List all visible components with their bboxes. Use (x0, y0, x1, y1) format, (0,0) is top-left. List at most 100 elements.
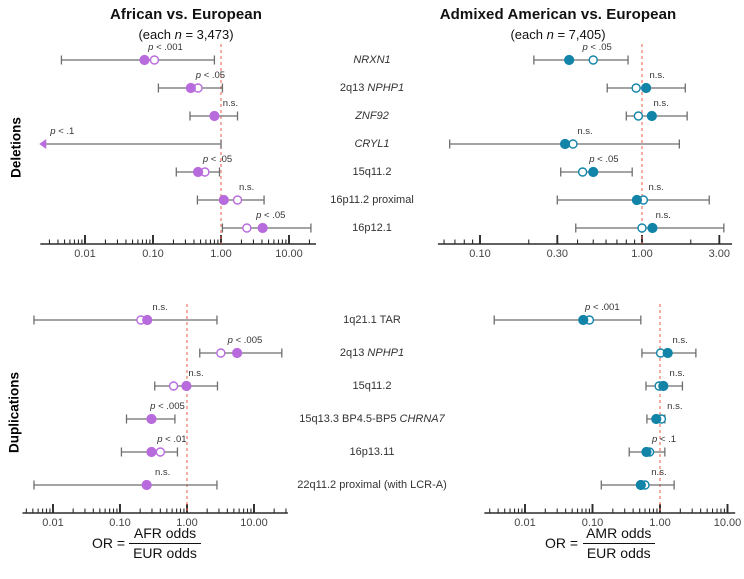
odds-ratio-marker-filled (232, 347, 243, 359)
odds-ratio-marker-filled (641, 446, 652, 458)
axis-tick-label-top_left-0: 0.01 (74, 248, 96, 260)
axis-tick-label-bottom_right-2: 1.00 (649, 517, 671, 529)
axis-tick-label-top_right-0: 0.10 (469, 248, 491, 260)
row-label-0-6: 16p12.1 (352, 222, 392, 234)
significance-label-1-0-left: n.s. (152, 302, 168, 313)
axis-tick-label-bottom_right-0: 0.01 (514, 517, 536, 529)
axis-tick-label-bottom_left-1: 0.10 (109, 517, 131, 529)
axis-tick-label-top_left-3: 10.00 (275, 248, 303, 260)
odds-ratio-marker-open (232, 195, 243, 205)
significance-label-0-4-left: p < .05 (202, 154, 233, 165)
odds-ratio-marker-open (631, 83, 641, 93)
or-prefix-right: OR = (545, 535, 579, 552)
panel-title-left: African vs. European (109, 6, 263, 23)
odds-ratio-marker-open (168, 381, 179, 391)
row-label-1-2: 15q11.2 (352, 380, 392, 392)
odds-ratio-marker-filled (646, 110, 657, 122)
significance-label-0-5-right: n.s. (648, 182, 664, 193)
odds-ratio-marker-filled (651, 413, 662, 425)
odds-ratio-marker-filled (257, 222, 268, 234)
odds-ratio-marker-filled (635, 479, 646, 491)
significance-label-0-1-left: p < .05 (195, 70, 226, 81)
axis-tick-label-bottom_left-2: 1.00 (176, 517, 198, 529)
odds-ratio-marker-open (242, 223, 252, 233)
odds-ratio-marker-open (633, 111, 644, 121)
panel-title-right: Admixed American vs. European (439, 6, 677, 23)
row-label-0-4: 15q11.2 (352, 166, 392, 178)
odds-ratio-marker-filled (181, 380, 192, 392)
or-denominator-right: EUR odds (582, 542, 655, 562)
significance-label-0-6-right: n.s. (655, 210, 671, 221)
axis-tick-label-bottom_right-1: 0.10 (581, 517, 604, 529)
panel-subtitle-right: (each n = 7,405) (372, 27, 744, 42)
odds-ratio-marker-filled (559, 138, 571, 150)
significance-label-1-1-right: n.s. (672, 335, 688, 346)
significance-label-1-2-left: n.s. (188, 368, 204, 379)
axis-tick-label-top_left-1: 0.10 (142, 248, 164, 260)
significance-label-0-5-left: n.s. (239, 182, 255, 193)
row-label-0-1: 2q13 NPHP1 (339, 82, 405, 94)
odds-ratio-marker-filled (631, 194, 642, 206)
ci-left-arrow-cap (39, 139, 47, 149)
or-numerator-right: AMR odds (586, 525, 652, 541)
panel-subtitle-left: (each n = 3,473) (0, 27, 372, 42)
row-label-1-4: 16p13.11 (349, 446, 395, 458)
subtitle-prefix-right: (each (510, 27, 547, 42)
odds-ratio-marker-filled (142, 314, 153, 326)
odds-ratio-marker-filled (564, 54, 575, 66)
or-prefix-left: OR = (92, 535, 126, 552)
significance-label-1-0-right: p < .001 (585, 302, 620, 313)
significance-label-1-5-right: n.s. (651, 467, 667, 478)
or-numerator-left: AFR odds (133, 525, 197, 541)
row-label-1-3: 15q13.3 BP4.5-BP5 CHRNA7 (299, 413, 445, 425)
significance-label-0-0-left: p < .001 (148, 42, 183, 53)
odds-ratio-marker-filled (218, 194, 229, 206)
odds-ratio-marker-filled (640, 82, 652, 94)
significance-label-1-2-right: n.s. (669, 368, 685, 379)
odds-ratio-marker-open (588, 55, 598, 65)
significance-label-0-2-right: n.s. (653, 98, 669, 109)
odds-ratio-marker-filled (647, 222, 658, 234)
odds-ratio-marker-filled (209, 110, 220, 122)
subtitle-prefix-left: (each (138, 27, 175, 42)
odds-ratio-marker-open (155, 447, 166, 457)
odds-ratio-marker-filled (146, 446, 157, 458)
odds-ratio-marker-open (149, 55, 160, 65)
odds-ratio-marker-filled (146, 413, 157, 425)
axis-tick-label-top_right-2: 1.00 (631, 248, 653, 260)
subtitle-italic-n-right: n (546, 27, 554, 42)
row-label-0-3: CRYL1 (354, 138, 390, 150)
significance-label-1-4-right: p < .1 (651, 434, 677, 445)
axis-tick-label-bottom_left-3: 10.00 (240, 517, 268, 529)
or-formula-left: OR = AFR odds EUR odds (92, 525, 201, 561)
odds-ratio-marker-filled (141, 479, 152, 491)
row-label-0-0: NRXN1 (353, 54, 391, 66)
axis-tick-label-top_right-1: 0.30 (546, 248, 568, 260)
significance-label-0-3-left: p < .1 (50, 126, 75, 137)
or-formula-right: OR = AMR odds EUR odds (545, 525, 655, 561)
axis-tick-label-bottom_right-3: 10.00 (713, 517, 742, 529)
or-fraction-right: AMR odds EUR odds (582, 525, 655, 561)
axis-tick-label-top_left-2: 1.00 (210, 248, 232, 260)
row-label-0-5: 16p11.2 proximal (330, 194, 414, 206)
significance-label-0-1-right: n.s. (649, 70, 665, 81)
odds-ratio-marker-open (577, 167, 588, 177)
odds-ratio-marker-filled (588, 166, 599, 178)
significance-label-1-5-left: n.s. (155, 467, 171, 478)
subtitle-italic-n-left: n (174, 27, 182, 42)
significance-label-0-3-right: n.s. (577, 126, 593, 137)
axis-tick-label-bottom_left-0: 0.01 (42, 517, 64, 529)
row-label-0-2: ZNF92 (355, 110, 389, 122)
row-label-1-0: 1q21.1 TAR (343, 314, 401, 326)
significance-label-0-6-left: p < .05 (256, 210, 286, 221)
odds-ratio-marker-filled (185, 82, 196, 94)
significance-label-1-4-left: p < .01 (157, 434, 187, 445)
row-label-1-1: 2q13 NPHP1 (339, 347, 405, 359)
significance-label-1-3-right: n.s. (667, 401, 683, 412)
odds-ratio-marker-open (568, 139, 578, 149)
significance-label-0-4-right: p < .05 (589, 154, 619, 165)
odds-ratio-marker-filled (192, 166, 204, 178)
subtitle-suffix-right: = 7,405) (553, 27, 606, 42)
